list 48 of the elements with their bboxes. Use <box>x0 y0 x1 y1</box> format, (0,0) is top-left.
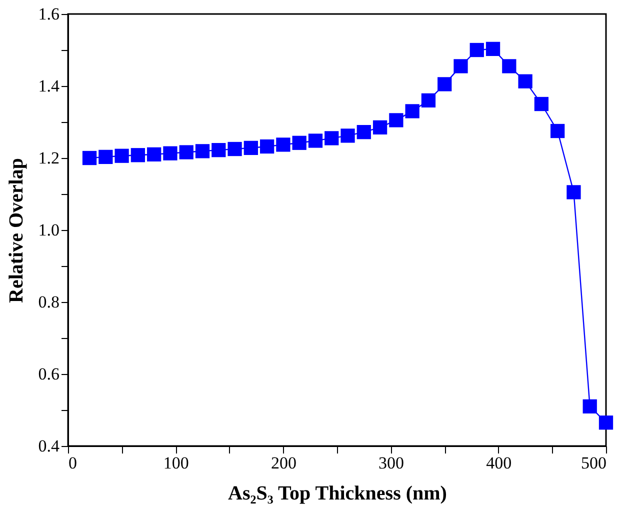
x-tick-label: 500 <box>581 454 606 472</box>
y-tick-label: 0.8 <box>38 292 60 312</box>
point <box>130 148 146 162</box>
point <box>276 138 290 152</box>
y-tick-label: 1.6 <box>38 4 60 24</box>
point <box>421 93 436 108</box>
point <box>470 42 484 58</box>
point <box>195 144 210 158</box>
point <box>438 77 452 92</box>
y-tick-label: 1.2 <box>38 148 60 168</box>
x-tick-label: 300 <box>378 454 404 472</box>
point <box>582 399 597 414</box>
point <box>405 104 420 118</box>
point <box>372 120 388 134</box>
point <box>340 128 355 143</box>
point <box>486 42 500 56</box>
point <box>389 113 404 128</box>
point <box>292 136 306 150</box>
point <box>114 148 129 163</box>
point <box>147 147 162 162</box>
y-tick-label: 0.6 <box>38 364 60 384</box>
y-axis-title: Relative Overlap <box>5 158 28 303</box>
point <box>98 150 113 164</box>
point <box>518 74 532 88</box>
point <box>82 150 97 166</box>
point <box>308 134 323 148</box>
point <box>502 59 516 74</box>
point <box>244 140 258 155</box>
point <box>179 145 194 160</box>
y-tick-label: 0.4 <box>38 436 60 456</box>
x-axis-title: As₂S₃ Top Thickness (nm) <box>228 482 447 504</box>
point <box>534 96 549 112</box>
x-tick-label: 100 <box>163 454 189 472</box>
point <box>163 146 178 160</box>
y-tick-label: 1.0 <box>38 220 60 240</box>
x-tick-label: 0 <box>68 454 77 472</box>
point <box>356 125 371 140</box>
point <box>324 131 339 146</box>
point <box>260 139 274 154</box>
point <box>566 185 581 200</box>
x-tick-label: 200 <box>270 454 296 472</box>
point <box>228 142 242 156</box>
y-tick-label: 1.4 <box>38 76 60 96</box>
x-tick-label: 400 <box>486 454 512 472</box>
point <box>550 124 565 138</box>
point <box>598 416 614 430</box>
point <box>212 143 226 158</box>
point <box>454 59 468 74</box>
